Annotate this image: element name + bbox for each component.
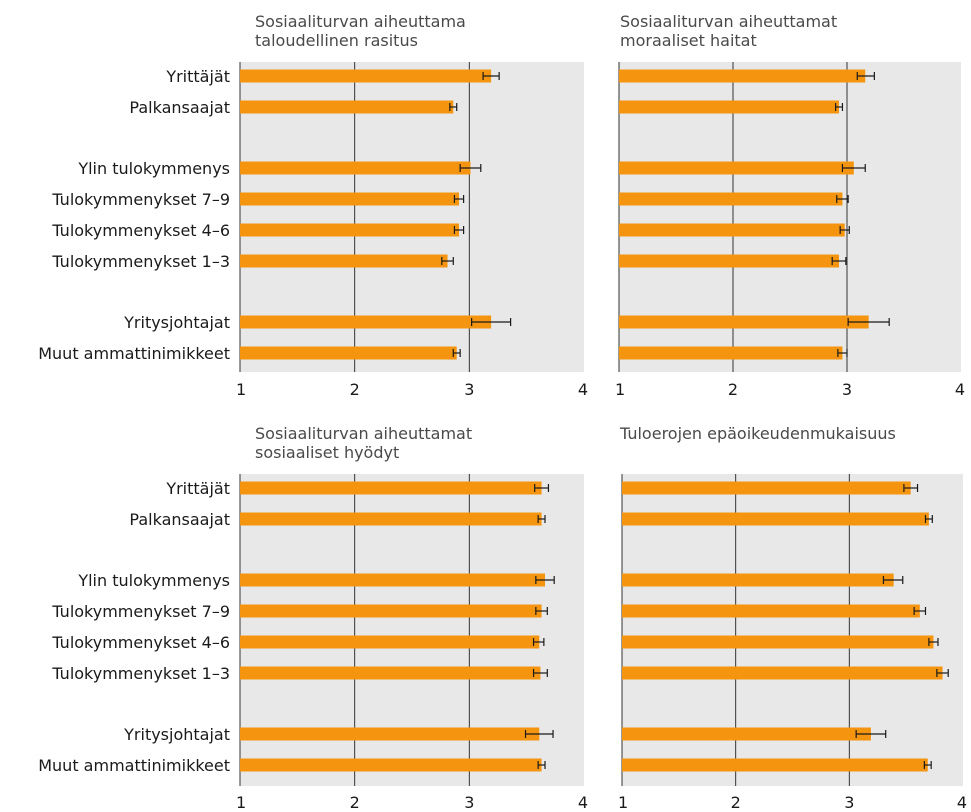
- x-tick-label: 4: [578, 793, 588, 812]
- x-tick-label: 2: [350, 380, 360, 399]
- bar: [622, 758, 928, 772]
- bar: [619, 69, 866, 83]
- bar: [622, 727, 871, 741]
- x-tick-label: 1: [618, 793, 628, 812]
- bar: [622, 573, 894, 587]
- bar: [240, 573, 546, 587]
- bar: [240, 192, 460, 206]
- x-tick-label: 4: [955, 380, 965, 399]
- bar: [240, 512, 542, 526]
- bar: [619, 315, 869, 329]
- bar: [619, 346, 843, 360]
- bar: [622, 512, 929, 526]
- x-tick-label: 3: [464, 793, 474, 812]
- bar: [240, 315, 492, 329]
- bar: [619, 100, 840, 114]
- category-label: Tulokymmenykset 7–9: [51, 602, 230, 621]
- bar: [619, 192, 843, 206]
- category-label: Tulokymmenykset 1–3: [51, 664, 230, 683]
- x-tick-label: 3: [464, 380, 474, 399]
- chart-title-1: Sosiaaliturvan aiheuttama taloudellinen …: [255, 12, 466, 50]
- category-label: Yritysjohtajat: [123, 313, 230, 332]
- bar: [619, 254, 840, 268]
- bar: [240, 758, 542, 772]
- bar: [240, 100, 454, 114]
- bar: [240, 727, 540, 741]
- bar: [240, 666, 541, 680]
- bar: [619, 161, 854, 175]
- category-label: Ylin tulokymmenys: [77, 571, 230, 590]
- x-tick-label: 1: [236, 380, 246, 399]
- category-label: Tulokymmenykset 7–9: [51, 190, 230, 209]
- x-tick-label: 4: [578, 380, 588, 399]
- bar: [240, 346, 457, 360]
- bar: [240, 635, 540, 649]
- bar: [240, 161, 471, 175]
- x-tick-label: 3: [844, 793, 854, 812]
- bar: [240, 254, 448, 268]
- x-tick-label: 1: [615, 380, 625, 399]
- category-label: Yrittäjät: [165, 67, 230, 86]
- category-label: Yrittäjät: [165, 479, 230, 498]
- bar: [619, 223, 845, 237]
- category-label: Tulokymmenykset 1–3: [51, 252, 230, 271]
- category-label: Tulokymmenykset 4–6: [51, 633, 230, 652]
- bar: [240, 69, 492, 83]
- chart-title-2: Sosiaaliturvan aiheuttamat moraaliset ha…: [620, 12, 838, 50]
- x-tick-label: 2: [728, 380, 738, 399]
- x-tick-label: 1: [236, 793, 246, 812]
- bar: [240, 223, 460, 237]
- x-tick-label: 3: [842, 380, 852, 399]
- bar: [622, 481, 911, 495]
- category-label: Yritysjohtajat: [123, 725, 230, 744]
- category-label: Tulokymmenykset 4–6: [51, 221, 230, 240]
- x-tick-label: 2: [350, 793, 360, 812]
- category-label: Palkansaajat: [129, 510, 230, 529]
- category-label: Muut ammattinimikkeet: [38, 344, 230, 363]
- category-label: Ylin tulokymmenys: [77, 159, 230, 178]
- bar: [240, 604, 542, 618]
- bar: [622, 635, 934, 649]
- x-tick-label: 2: [731, 793, 741, 812]
- category-label: Muut ammattinimikkeet: [38, 756, 230, 775]
- bar: [622, 604, 920, 618]
- x-tick-label: 4: [957, 793, 967, 812]
- bar: [240, 481, 542, 495]
- chart-title-4: Tuloerojen epäoikeudenmukaisuus: [620, 424, 896, 443]
- category-label: Palkansaajat: [129, 98, 230, 117]
- chart-title-3: Sosiaaliturvan aiheuttamat sosiaaliset h…: [255, 424, 473, 462]
- bar: [622, 666, 943, 680]
